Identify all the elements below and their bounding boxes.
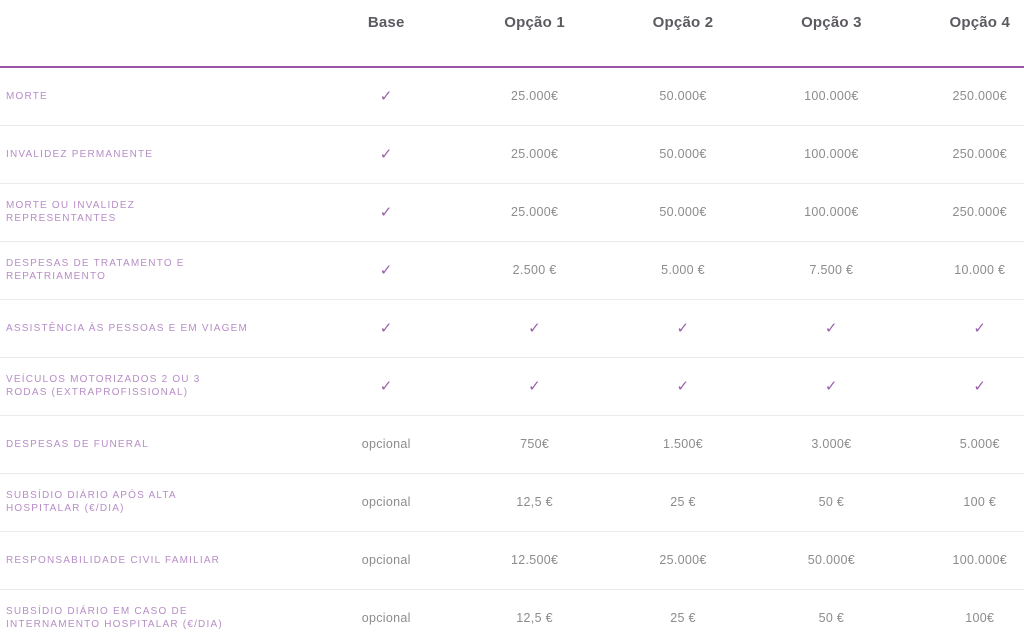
cell-value: 250.000€	[905, 67, 1024, 126]
check-icon: ✓	[528, 377, 542, 395]
header-option-column: Opção 2	[608, 0, 758, 68]
check-icon: ✓	[379, 377, 393, 395]
cell-value: 7.500 €	[757, 241, 906, 300]
cell-value: 100.000€	[757, 183, 906, 242]
check-icon: ✓	[379, 203, 393, 221]
check-icon: ✓	[379, 145, 393, 163]
table-row: MORTE ✓ 25.000€ 50.000€ 100.000€ 250.000€	[0, 67, 1024, 126]
row-label: RESPONSABILIDADE CIVIL FAMILIAR	[0, 531, 312, 590]
check-icon: ✓	[379, 261, 393, 279]
row-label: INVALIDEZ PERMANENTE	[0, 125, 312, 184]
check-icon: ✓	[973, 319, 987, 337]
cell-value: 25.000€	[608, 531, 758, 590]
check-icon: ✓	[676, 319, 690, 337]
check-icon: ✓	[824, 319, 838, 337]
cell-value: 50.000€	[757, 531, 906, 590]
table-row: MORTE OU INVALIDEZ REPRESENTANTES ✓ 25.000…	[0, 183, 1024, 242]
table-row: RESPONSABILIDADE CIVIL FAMILIAR opcional 1…	[0, 531, 1024, 590]
cell-value: 100.000€	[757, 67, 906, 126]
table-cell: ✓	[757, 357, 906, 416]
header-option-column: Opção 3	[757, 0, 906, 68]
row-label: DESPESAS DE TRATAMENTO E REPATRIAMENTO	[0, 241, 312, 300]
cell-value: 250.000€	[905, 183, 1024, 242]
cell-value: 3.000€	[757, 415, 906, 474]
row-label: VEÍCULOS MOTORIZADOS 2 OU 3 RODAS (EXTRA…	[0, 357, 312, 416]
cell-value: 2.500 €	[460, 241, 609, 300]
table-row: INVALIDEZ PERMANENTE ✓ 25.000€ 50.000€ 100.0…	[0, 125, 1024, 184]
table-cell: ✓	[312, 299, 461, 358]
table-cell: ✓	[757, 299, 906, 358]
table-cell: ✓	[608, 357, 758, 416]
cell-value: 5.000€	[905, 415, 1024, 474]
table-row: ASSISTÊNCIA ÀS PESSOAS E EM VIAGEM ✓ ✓ ✓ ✓ ✓	[0, 299, 1024, 358]
check-icon: ✓	[379, 87, 393, 105]
check-icon: ✓	[973, 377, 987, 395]
cell-value: 50 €	[757, 473, 906, 532]
table-cell: ✓	[460, 299, 609, 358]
table-cell: ✓	[312, 183, 461, 242]
cell-value: 50.000€	[608, 183, 758, 242]
table-cell: ✓	[312, 357, 461, 416]
table-row: SUBSÍDIO DIÁRIO APÓS ALTA HOSPITALAR (€/…	[0, 473, 1024, 532]
table-row: SUBSÍDIO DIÁRIO EM CASO DE INTERNAMENTO …	[0, 589, 1024, 643]
cell-value: opcional	[312, 531, 461, 590]
row-label: DESPESAS DE FUNERAL	[0, 415, 312, 474]
check-icon: ✓	[528, 319, 542, 337]
table-cell: ✓	[312, 67, 461, 126]
cell-value: 12,5 €	[460, 473, 609, 532]
cell-value: 12,5 €	[460, 589, 609, 643]
row-label: ASSISTÊNCIA ÀS PESSOAS E EM VIAGEM	[0, 299, 312, 358]
check-icon: ✓	[379, 319, 393, 337]
header-option-column: Base	[312, 0, 461, 68]
cell-value: 10.000 €	[905, 241, 1024, 300]
table-row: DESPESAS DE TRATAMENTO E REPATRIAMENTO ✓ 2…	[0, 241, 1024, 300]
cell-value: 50.000€	[608, 125, 758, 184]
cell-value: opcional	[312, 415, 461, 474]
cell-value: 25.000€	[460, 125, 609, 184]
table-cell: ✓	[905, 357, 1024, 416]
table-cell: ✓	[312, 125, 461, 184]
header-option-column: Opção 4	[905, 0, 1024, 68]
cell-value: 25 €	[608, 589, 758, 643]
cell-value: 750€	[460, 415, 609, 474]
cell-value: 250.000€	[905, 125, 1024, 184]
row-label: MORTE OU INVALIDEZ REPRESENTANTES	[0, 183, 312, 242]
cell-value: 100€	[905, 589, 1024, 643]
cell-value: 1.500€	[608, 415, 758, 474]
cell-value: 50 €	[757, 589, 906, 643]
cell-value: 12.500€	[460, 531, 609, 590]
cell-value: 25.000€	[460, 183, 609, 242]
table-row: VEÍCULOS MOTORIZADOS 2 OU 3 RODAS (EXTRA…	[0, 357, 1024, 416]
cell-value: 100 €	[905, 473, 1024, 532]
cell-value: 50.000€	[608, 67, 758, 126]
table-cell: ✓	[608, 299, 758, 358]
row-label: SUBSÍDIO DIÁRIO APÓS ALTA HOSPITALAR (€/…	[0, 473, 312, 532]
cell-value: 25.000€	[460, 67, 609, 126]
table-header-row: Base Opção 1 Opção 2 Opção 3 Opção 4	[0, 0, 1024, 68]
cell-value: opcional	[312, 589, 461, 643]
cell-value: opcional	[312, 473, 461, 532]
table-cell: ✓	[312, 241, 461, 300]
header-option-column: Opção 1	[460, 0, 609, 68]
table-body: MORTE ✓ 25.000€ 50.000€ 100.000€ 250.000€ INVA…	[0, 67, 1024, 643]
table-cell: ✓	[905, 299, 1024, 358]
row-label: MORTE	[0, 67, 312, 126]
row-label: SUBSÍDIO DIÁRIO EM CASO DE INTERNAMENTO …	[0, 589, 312, 643]
cell-value: 100.000€	[757, 125, 906, 184]
table-row: DESPESAS DE FUNERAL opcional 750€ 1.500€ 3.0…	[0, 415, 1024, 474]
cell-value: 100.000€	[905, 531, 1024, 590]
check-icon: ✓	[824, 377, 838, 395]
check-icon: ✓	[676, 377, 690, 395]
table-cell: ✓	[460, 357, 609, 416]
cell-value: 5.000 €	[608, 241, 758, 300]
header-coverage-column	[0, 0, 312, 68]
cell-value: 25 €	[608, 473, 758, 532]
